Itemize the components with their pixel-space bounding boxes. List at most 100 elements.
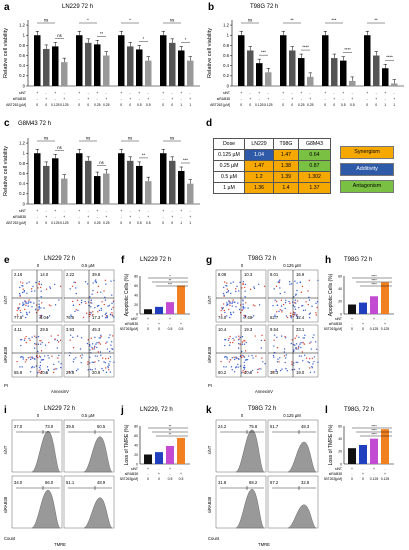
quadrant-value: 17.3 (92, 315, 101, 320)
scatter-point (49, 287, 52, 290)
scatter-point (232, 299, 234, 301)
row-label-abt: ABT263[µM] (324, 327, 342, 331)
scatter-point (35, 336, 37, 339)
scatter-point (235, 356, 237, 358)
gate-value: 48.3 (301, 424, 310, 429)
scatter-point (258, 368, 260, 370)
scatter-point (20, 344, 22, 347)
scatter-point (53, 368, 55, 371)
bar (331, 58, 338, 86)
dose-label: 0.125 (60, 221, 69, 225)
row-mark: + (162, 209, 164, 213)
y-tick-label: 0 (340, 462, 342, 466)
scatter-point (282, 303, 285, 306)
viability-chart-c: 0 0.2 0.4 0.6 0.8 1 1.2 Relative cell viability… (3, 136, 200, 225)
scatter-point (310, 348, 313, 350)
row-mark: - (172, 91, 173, 95)
scatter-point (228, 300, 230, 302)
scatter-point (103, 290, 105, 292)
flow-cytometry-g: 0 0.125 µM siNT siRAB38 PI AnnexinV 8.08 10.3 74… (207, 263, 319, 394)
scatter-point (298, 336, 300, 339)
bar (43, 165, 50, 204)
scatter-point (103, 361, 105, 363)
y-tick-label: 0 (23, 83, 26, 88)
scatter-point (294, 302, 297, 304)
row-mark: + (258, 91, 260, 95)
x-axis-label: AnnexinV (255, 389, 273, 394)
scatter-point (90, 299, 92, 301)
scatter-point (256, 371, 259, 374)
dose-label: 0 (324, 103, 326, 107)
scatter-point (229, 335, 231, 338)
histogram-peak (235, 429, 265, 473)
scatter-point (263, 339, 266, 342)
row-label: siNT (207, 445, 212, 454)
y-tick-label: 80 (134, 274, 138, 278)
row-mark: - (147, 472, 148, 476)
y-tick-label: 0 (136, 462, 138, 466)
scatter-point (39, 364, 42, 367)
scatter-point (97, 351, 100, 353)
legend-antagonism: Antagonism (340, 180, 394, 193)
scatter-point (72, 346, 75, 349)
row-label-sirab: siRAB38 (329, 322, 342, 326)
table-cell: 1.39 (273, 171, 299, 183)
scatter-point (41, 315, 43, 317)
scatter-point (235, 306, 237, 308)
scatter-point (106, 317, 108, 319)
scatter-point (226, 302, 228, 304)
scatter-point (16, 314, 19, 316)
dose-label: 0 (78, 221, 80, 225)
scatter-point (242, 370, 244, 372)
bar (370, 296, 378, 314)
scatter-point (60, 363, 62, 365)
scatter-point (21, 355, 23, 358)
scatter-point (229, 316, 231, 319)
scatter-point (295, 294, 297, 296)
bar (103, 173, 110, 204)
row-mark: + (87, 215, 89, 219)
scatter-point (109, 334, 111, 336)
scatter-point (90, 337, 92, 339)
bar (155, 306, 163, 314)
scatter-point (95, 343, 97, 345)
scatter-point (48, 304, 51, 306)
dose-label: 0 (87, 221, 89, 225)
scatter-point (244, 307, 246, 309)
scatter-point (238, 343, 240, 345)
scatter-point (90, 306, 92, 308)
scatter-point (71, 370, 73, 373)
scatter-point (303, 343, 306, 345)
scatter-point (17, 308, 20, 310)
row-label-abt: ABT263[µM] (324, 477, 342, 481)
scatter-point (96, 355, 98, 357)
scatter-point (222, 307, 224, 309)
quadrant-value: 8.01 (270, 272, 279, 277)
scatter-point (68, 371, 70, 373)
row-label-sirab: siRAB38 (329, 472, 342, 476)
scatter-point (231, 305, 233, 307)
scatter-point (54, 304, 57, 306)
scatter-point (253, 287, 256, 290)
bar (127, 160, 134, 204)
bar (340, 60, 347, 86)
y-tick-label: 1 (227, 33, 230, 38)
scatter-point (37, 309, 39, 311)
scatter-point (38, 280, 41, 283)
scatter-point (280, 305, 283, 307)
scatter-point (237, 363, 239, 366)
table-cell: 0.25 µM (213, 160, 245, 172)
scatter-point (275, 370, 277, 373)
scatter-point (59, 285, 62, 288)
scatter-point (40, 370, 43, 373)
bar (144, 454, 152, 464)
scatter-point (313, 360, 315, 363)
scatter-point (97, 285, 100, 288)
panel-letter-g: g (206, 255, 213, 266)
sig-label: ns (128, 136, 132, 141)
table-cell: 0.5 µM (213, 171, 245, 183)
scatter-point (37, 287, 39, 289)
row-mark: + (105, 215, 107, 219)
scatter-point (224, 339, 226, 341)
scatter-point (298, 355, 301, 357)
